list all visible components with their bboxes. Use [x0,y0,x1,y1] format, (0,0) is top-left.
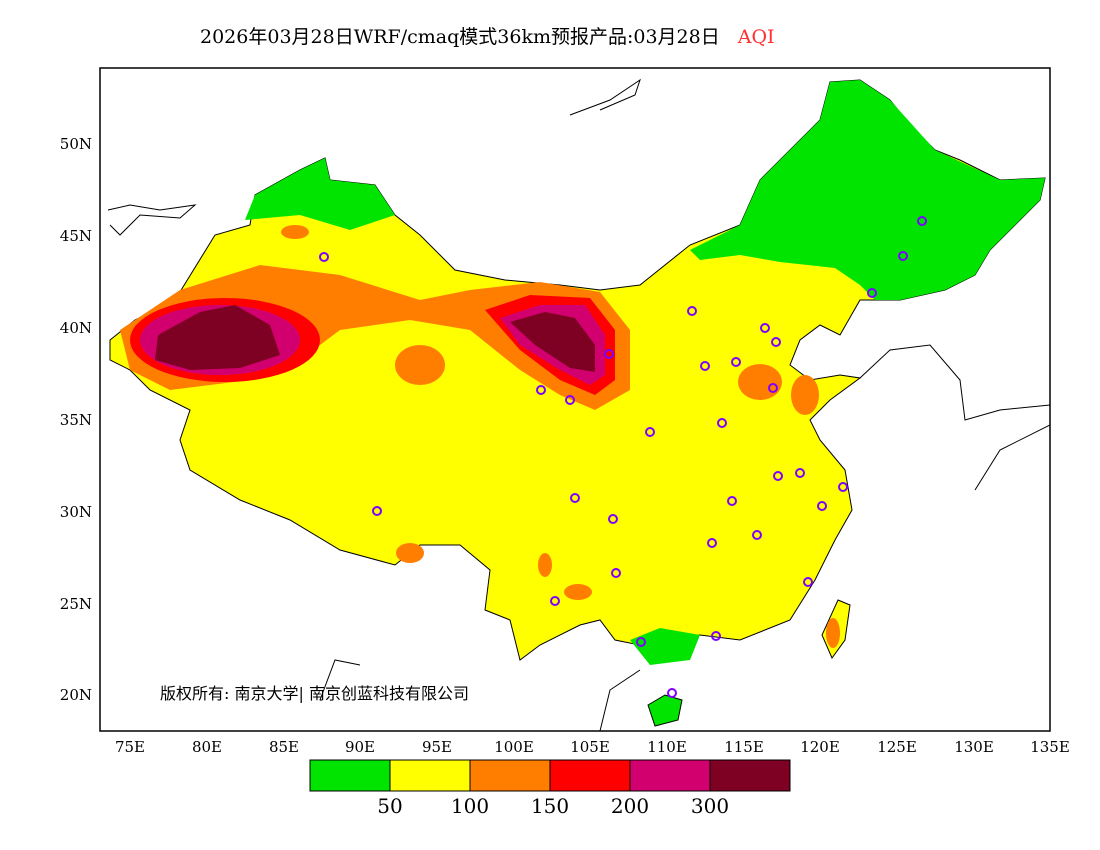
coast-line [569,78,641,116]
legend-swatch [469,759,551,792]
city-markers [319,216,927,698]
lon-axis: 75E 80E 85E 90E 95E 100E 105E 110E 115E … [115,738,1070,756]
korea-coast [859,344,1050,421]
coast-line [319,659,361,701]
title-text: 2026年03月28日WRF/cmaq模式36km预报产品:03月28日 [200,26,720,48]
lon-label: 80E [192,738,222,756]
lon-label: 90E [345,738,375,756]
lat-axis: 50N 45N 40N 35N 30N 25N 20N [60,135,92,704]
lat-label: 35N [60,411,92,429]
lon-label: 125E [877,738,917,756]
lon-label: 115E [724,738,764,756]
color-legend [309,759,791,792]
lon-label: 100E [494,738,534,756]
lon-label: 95E [422,738,452,756]
lat-label: 45N [60,227,92,245]
central-darkred [510,312,595,372]
vietnam-coast [599,669,641,731]
legend-label: 100 [451,794,489,818]
lon-label: 130E [954,738,994,756]
lon-label: 135E [1030,738,1070,756]
lat-label: 20N [60,686,92,704]
legend-swatch [709,759,791,792]
lon-label: 110E [647,738,687,756]
lat-label: 50N [60,135,92,153]
copyright-text: 版权所有: 南京大学| 南京创蓝科技有限公司 [160,684,469,703]
west-darkred [155,305,280,370]
taiwan-orange [826,618,840,648]
lon-label: 85E [269,738,299,756]
legend-label: 300 [691,794,729,818]
lat-label: 40N [60,319,92,337]
south-green-region [630,628,700,665]
lat-label: 25N [60,595,92,613]
legend-swatch [389,759,471,792]
map-frame [99,67,1051,732]
lat-label: 30N [60,503,92,521]
japan-coast [974,424,1050,491]
hainan-green [647,694,683,727]
lon-label: 120E [800,738,840,756]
map-body [107,78,1050,731]
lon-label: 75E [115,738,145,756]
map-title: 2026年03月28日WRF/cmaq模式36km预报产品:03月28日 AQI [200,22,775,49]
legend-label: 200 [611,794,649,818]
coast-line [107,204,197,236]
legend-swatch [309,759,391,792]
legend-swatch [629,759,711,792]
nw-green-region [245,158,395,230]
lon-label: 105E [570,738,610,756]
ne-green-region [690,80,1045,300]
legend-swatch [549,759,631,792]
legend-label: 150 [531,794,569,818]
variable-label: AQI [737,26,775,48]
legend-label: 50 [377,794,402,818]
